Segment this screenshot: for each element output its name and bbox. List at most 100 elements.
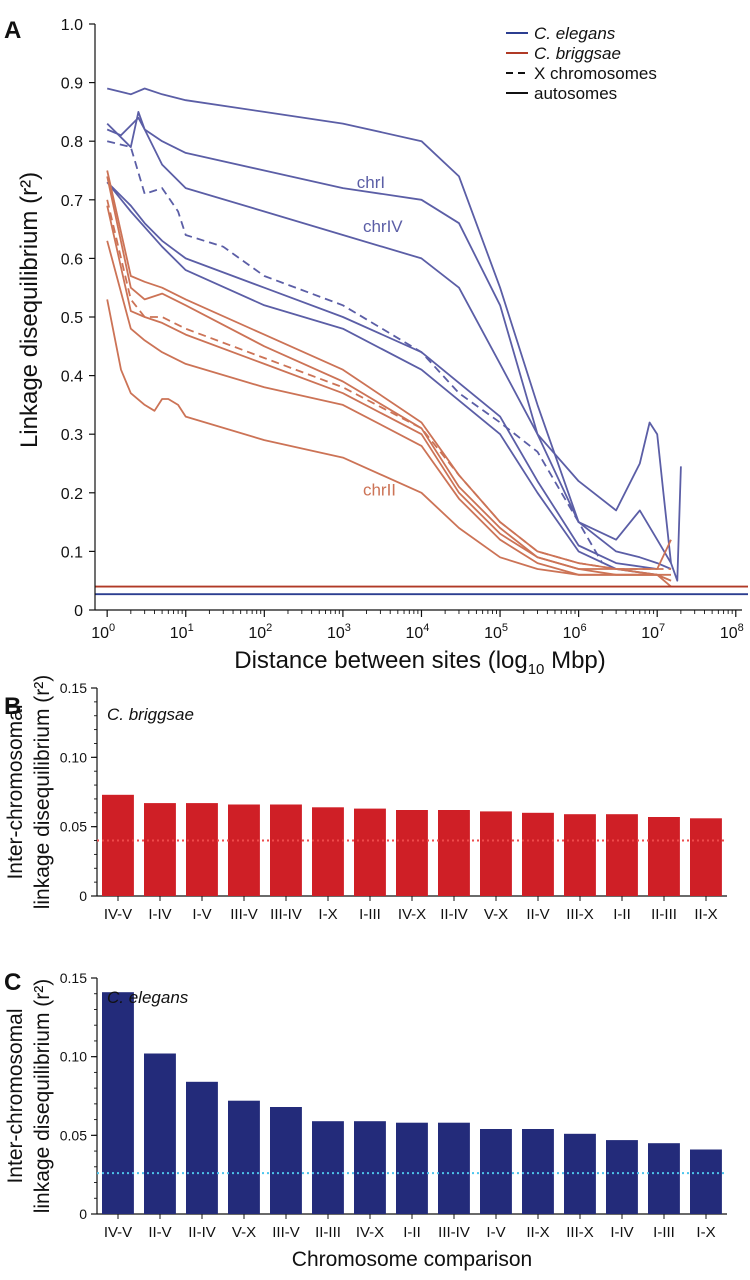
panel-letter-c: C [4, 969, 21, 996]
category-label: II-IV [188, 1224, 216, 1241]
bar [606, 1140, 638, 1214]
x-tick-label-a: 108 [720, 622, 744, 642]
x-axis-title-a: Distance between sites (log10 Mbp) [234, 647, 606, 678]
category-label: II-X [694, 906, 717, 923]
ld-series-line [106, 116, 682, 582]
ld-series-line [106, 240, 672, 582]
bar [480, 1129, 512, 1214]
ld-series-line [106, 111, 672, 564]
x-tick-label-a: 103 [327, 622, 351, 642]
chromosome-annotation: chrIV [363, 217, 403, 236]
y-axis-title-c: linkage disequilibrium (r²) [31, 979, 54, 1214]
category-label: IV-V [104, 1224, 132, 1241]
category-label: I-II [613, 906, 631, 923]
category-label: I-X [696, 1224, 715, 1241]
ld-series-line [106, 170, 672, 570]
bar [312, 1121, 344, 1214]
bar [354, 1121, 386, 1214]
category-label: III-X [566, 1224, 594, 1241]
ld-series-line [106, 199, 671, 570]
bar [186, 1081, 218, 1214]
category-label: I-IV [148, 906, 171, 923]
x-axis-title-c: Chromosome comparison [292, 1248, 532, 1271]
ld-series-line [106, 87, 672, 570]
bar [438, 1122, 470, 1214]
y-tick-label-a: 0.3 [61, 427, 83, 444]
ld-series-line [106, 176, 671, 576]
species-label: C. elegans [107, 988, 189, 1007]
chromosome-annotation: chrII [363, 481, 396, 500]
category-label: III-X [566, 906, 594, 923]
panel-a-line-chart: A 0 0.1 0.2 0.3 0.4 0.5 0.6 0.7 0.8 0.9 1.0 100 101 1… [4, 17, 748, 678]
legend-label: C. briggsae [534, 44, 621, 63]
bar [270, 1107, 302, 1214]
x-tick-label-a: 106 [563, 622, 587, 642]
category-label: I-V [192, 906, 211, 923]
category-label: IV-V [104, 906, 132, 923]
category-label: I-X [318, 906, 337, 923]
x-tick-label-a: 104 [406, 622, 430, 642]
y-tick-label-a: 0.9 [61, 76, 83, 93]
panel-letter-a: A [4, 17, 21, 44]
panel-letter-b: B [4, 693, 21, 720]
category-label: II-IV [440, 906, 468, 923]
y-tick-label-a: 0.2 [61, 486, 83, 503]
category-label: V-X [232, 1224, 256, 1241]
category-label: II-V [148, 1224, 171, 1241]
category-label: II-III [651, 906, 677, 923]
bar [228, 1100, 260, 1214]
category-label: III-IV [438, 1224, 470, 1241]
category-label: IV-X [356, 1224, 384, 1241]
y-tick-label-a: 0.1 [61, 544, 83, 561]
bar [522, 812, 554, 896]
bar [438, 810, 470, 896]
bar [144, 1053, 176, 1214]
bar [606, 814, 638, 896]
species-label: C. briggsae [107, 705, 194, 724]
bar [228, 804, 260, 896]
bar [648, 817, 680, 896]
y-tick-label: 0.15 [60, 680, 87, 696]
bar [690, 818, 722, 896]
category-label: I-III [359, 906, 381, 923]
x-tick-label-a: 100 [91, 622, 115, 642]
panel-c-bar-chart: C 0 0.05 0.10 0.15 IV-V II-V II-IV V-X III-V II-I… [4, 969, 727, 1271]
y-tick-label: 0.10 [60, 1049, 87, 1065]
y-axis-title-b: Inter-chromosomal [4, 704, 27, 879]
category-label: III-V [272, 1224, 300, 1241]
x-tick-label-a: 101 [170, 622, 194, 642]
bar [144, 803, 176, 896]
category-label: I-II [403, 1224, 421, 1241]
y-tick-label: 0 [79, 888, 87, 904]
legend-label: autosomes [534, 84, 617, 103]
y-tick-label: 0.15 [60, 970, 87, 986]
y-tick-label: 0 [79, 1206, 87, 1222]
bar [270, 804, 302, 896]
ld-series-line [106, 181, 658, 576]
bar [102, 992, 134, 1214]
bar [396, 810, 428, 896]
category-label: I-V [486, 1224, 505, 1241]
ld-series-line [106, 299, 672, 588]
ld-series-line [106, 205, 672, 582]
category-label: II-X [526, 1224, 549, 1241]
category-label: I-III [653, 1224, 675, 1241]
bar [690, 1149, 722, 1214]
y-tick-label-a: 0.8 [61, 134, 83, 151]
y-tick-label: 0.10 [60, 749, 87, 765]
legend-label: C. elegans [534, 24, 616, 43]
category-label: IV-X [398, 906, 426, 923]
y-axis-title-b: linkage disequilibrium (r²) [31, 675, 54, 910]
ld-series-line [106, 181, 658, 570]
bar [312, 807, 344, 896]
y-tick-label-a: 0 [74, 603, 83, 620]
bar [102, 794, 134, 896]
bar [186, 803, 218, 896]
y-tick-label-a: 0.6 [61, 251, 83, 268]
y-tick-label: 0.05 [60, 1127, 87, 1143]
y-tick-label-a: 0.5 [61, 310, 83, 327]
bar [564, 1133, 596, 1214]
category-label: II-III [315, 1224, 341, 1241]
